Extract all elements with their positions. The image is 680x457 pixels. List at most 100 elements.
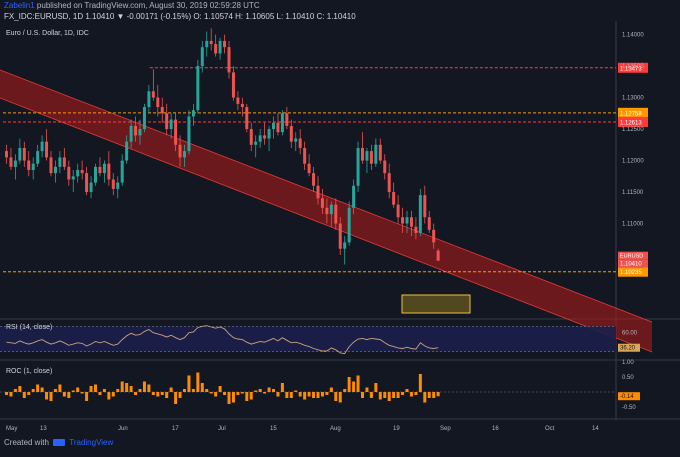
roc-bar [365,387,369,392]
candle-body [280,113,284,133]
candle-body [94,166,97,183]
roc-bar [80,392,84,394]
roc-bar [134,392,138,395]
candle-body [129,125,133,142]
roc-bar [356,375,360,392]
roc-bar [129,386,133,392]
footer-created-with: Created with [4,438,49,447]
candle-body [289,125,293,142]
candle-body [67,166,71,180]
candle-body [209,40,213,45]
candle-body [392,192,396,205]
candle-body [45,141,49,158]
candle-body [102,163,106,174]
candle-body [125,141,129,161]
roc-last-tag [618,392,640,401]
roc-bar [156,392,160,397]
roc-bar [432,392,436,398]
roc-tick-1.00: 1.00 [622,360,634,366]
roc-bar [369,392,373,398]
candle-body [187,116,191,152]
candle-body [160,107,164,114]
roc-bar [191,389,195,392]
price-tick-1.14000: 1.14000 [622,33,644,39]
support-zone-box [401,294,471,314]
candle-body [214,44,218,54]
candle-body [369,151,373,164]
time-label-13: 13 [40,426,47,432]
roc-bar [312,392,316,398]
footer-brand[interactable]: TradingView [69,438,114,447]
roc-bar [227,392,231,404]
candle-body [169,119,173,130]
candle-body [13,160,17,167]
roc-bar [392,392,396,398]
candle-body [312,173,316,186]
roc-bar [151,392,155,395]
roc-bar [94,384,97,392]
roc-bar [27,392,31,395]
roc-bar [125,383,129,392]
candle-body [111,179,115,189]
rsi-last-label: 36.20 [620,346,636,352]
candle-body [178,144,182,158]
roc-bar [218,386,222,392]
price-tick-1.12000: 1.12000 [622,159,644,165]
candle-body [272,122,275,130]
roc-bar [13,389,17,392]
roc-bar [169,387,173,392]
level-tag-1.12758 [618,107,648,118]
symbol-ohlc-line: FX_IDC:EURUSD, 1D 1.10410 ▼ -0.00171 (-0… [4,12,356,21]
candle-body [18,147,22,161]
last-price-label: 1.10410 [620,262,642,268]
roc-bar [62,392,66,397]
time-label-17: 17 [172,426,179,432]
level-label-1.10235: 1.10235 [620,270,642,276]
roc-bar [334,392,338,401]
time-label-16: 16 [492,426,499,432]
roc-bar [240,392,244,394]
candle-body [418,195,422,233]
candle-body [285,113,289,126]
candle-body [236,97,240,104]
roc-bar [85,392,89,401]
price-tick-1.11000: 1.11000 [622,222,644,228]
roc-bar [258,389,262,392]
price-tick-1.13000: 1.13000 [622,96,644,102]
roc-bar [414,392,418,395]
candle-body [218,40,222,54]
roc-bar [316,392,320,398]
candle-body [107,163,111,180]
price-tick-1.12500: 1.12500 [622,127,644,133]
candle-body [320,198,324,208]
candle-body [22,147,26,161]
roc-bar [36,384,40,392]
roc-bar [200,383,204,392]
author-link[interactable]: Zabelin1 [4,1,35,10]
candle-body [36,151,40,164]
roc-bar [352,381,356,392]
candle-body [27,160,31,170]
roc-bar [178,392,182,398]
published-text: published on TradingView.com, August 30,… [36,1,260,10]
candle-body [361,147,364,161]
roc-bar [45,392,49,400]
roc-bar [102,389,106,392]
roc-bar [383,392,387,398]
candle-body [343,242,347,249]
rsi-title: RSI (14, close) [6,324,52,331]
rsi-last-tag [618,343,640,352]
candle-body [383,160,387,174]
roc-bar [307,392,311,397]
roc-bar [361,392,364,398]
roc-bar [209,392,213,394]
roc-bar [98,392,102,395]
candle-body [200,47,204,67]
roc-bar [214,392,218,397]
rsi-band [0,326,616,352]
level-label-1.13473: 1.13473 [620,66,642,72]
roc-bar [174,392,178,404]
candle-body [85,173,89,193]
